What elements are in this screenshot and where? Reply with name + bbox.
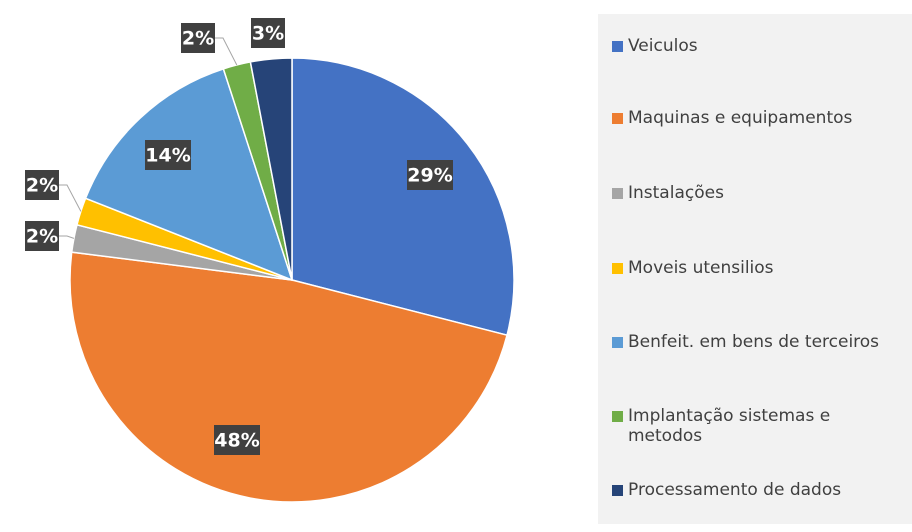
- label-box: [407, 160, 453, 190]
- legend-item: Veiculos: [612, 36, 698, 56]
- label-box: [181, 23, 215, 53]
- legend-label: Instalações: [628, 183, 724, 203]
- data-label: 29%: [407, 165, 452, 187]
- legend-swatch: [612, 337, 623, 348]
- data-label: 14%: [145, 145, 190, 167]
- legend-swatch: [612, 188, 623, 199]
- leader-line: [59, 184, 82, 212]
- label-box: [251, 18, 285, 48]
- data-label: 2%: [26, 175, 58, 197]
- legend-swatch: [612, 485, 623, 496]
- data-label: 48%: [214, 430, 259, 452]
- legend-label: Maquinas e equipamentos: [628, 108, 853, 128]
- label-box: [214, 425, 260, 455]
- legend-swatch: [612, 411, 623, 422]
- legend-label: Veiculos: [628, 36, 698, 56]
- data-label: 2%: [26, 226, 58, 248]
- label-box: [145, 140, 191, 170]
- legend-swatch: [612, 113, 623, 124]
- legend-label: Moveis utensilios: [628, 258, 774, 278]
- legend-item: Maquinas e equipamentos: [612, 108, 852, 128]
- legend-item: Moveis utensilios: [612, 258, 774, 278]
- data-label: 3%: [252, 23, 284, 45]
- leader-line: [59, 235, 75, 239]
- label-box: [25, 170, 59, 200]
- legend-item: Processamento de dados: [612, 480, 841, 500]
- legend-swatch: [612, 41, 623, 52]
- data-label: 2%: [182, 28, 214, 50]
- legend-item: Instalações: [612, 183, 724, 203]
- slices: [69, 57, 515, 503]
- chart: 29% 48% 2% 2% 14% 2% 3%: [25, 18, 515, 503]
- pie-slice: [291, 57, 515, 337]
- leader-line: [215, 37, 238, 66]
- legend-item: Benfeit. em bens de terceiros: [612, 332, 879, 352]
- legend-item: Implantação sistemas e metodos: [612, 406, 872, 446]
- label-box: [25, 221, 59, 251]
- pie-slice: [69, 251, 508, 503]
- legend-label: Benfeit. em bens de terceiros: [628, 332, 880, 352]
- legend: Veiculos Maquinas e equipamentos Instalaçõ…: [598, 14, 912, 524]
- legend-swatch: [612, 263, 623, 274]
- labels: 29% 48% 2% 2% 14% 2% 3%: [25, 18, 453, 455]
- pie-slice: [249, 57, 293, 281]
- legend-label: Processamento de dados: [628, 480, 842, 500]
- legend-label: Implantação sistemas e metodos: [628, 406, 831, 446]
